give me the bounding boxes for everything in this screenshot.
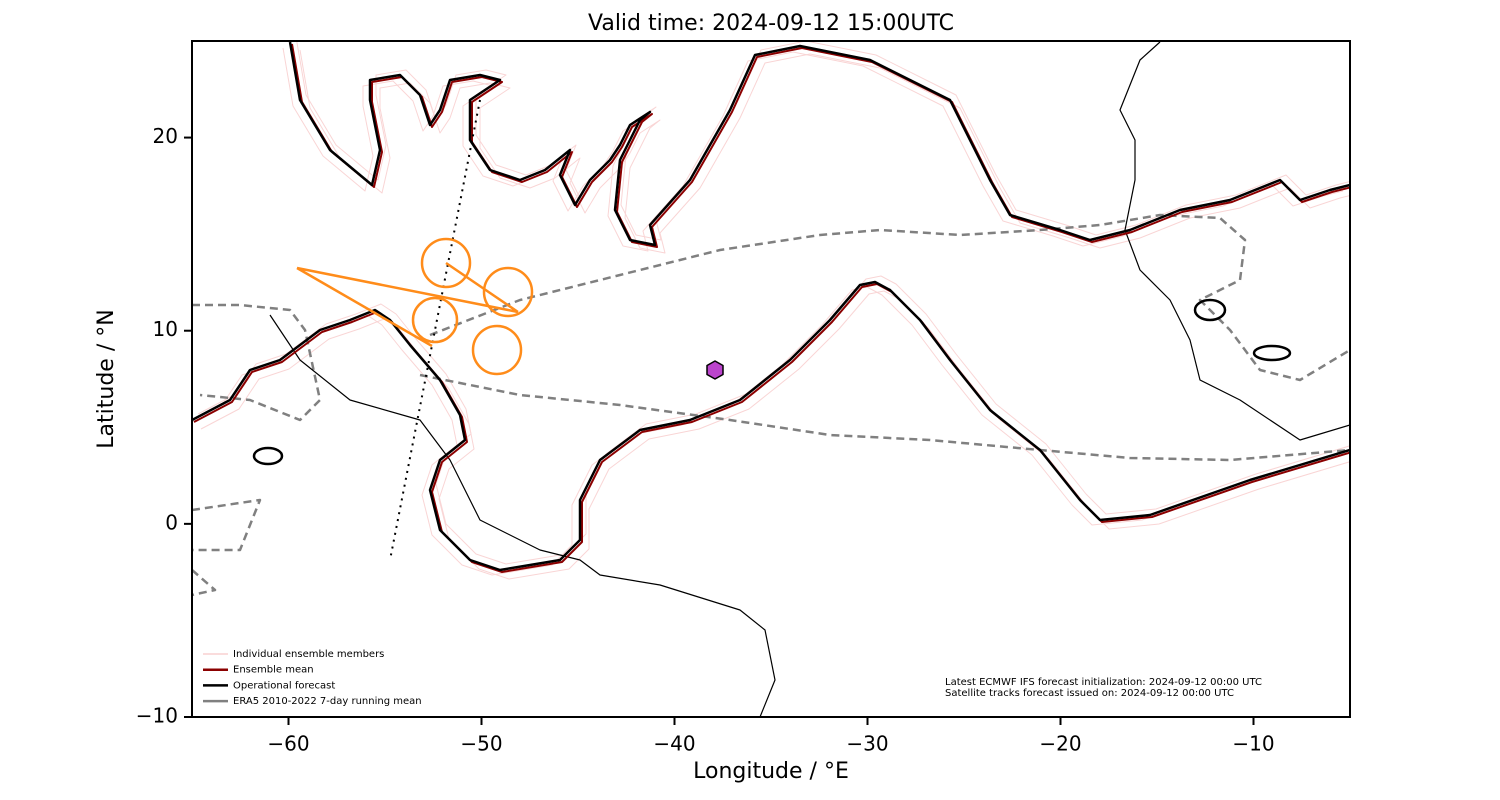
y-tick-label: −10 bbox=[136, 704, 178, 728]
y-tick-label: 20 bbox=[153, 124, 178, 148]
legend-label: ERA5 2010-2022 7-day running mean bbox=[233, 696, 422, 707]
flight-circle bbox=[471, 324, 523, 376]
station-marker bbox=[706, 360, 724, 380]
y-tick-label: 10 bbox=[153, 317, 178, 341]
coastlines bbox=[269, 41, 1350, 717]
contour-island bbox=[1252, 344, 1292, 362]
ensemble-members bbox=[192, 41, 1350, 580]
flight-circle bbox=[482, 266, 534, 318]
x-tick-label: −20 bbox=[1039, 732, 1081, 756]
chart-title: Valid time: 2024-09-12 15:00UTC bbox=[588, 11, 954, 36]
x-tick-label: −10 bbox=[1232, 732, 1274, 756]
x-axis-label: Longitude / °E bbox=[693, 759, 849, 784]
flight-circle bbox=[411, 296, 459, 344]
annotation: Satellite tracks forecast issued on: 202… bbox=[945, 688, 1234, 699]
annotation: Latest ECMWF IFS forecast initialization… bbox=[945, 677, 1262, 688]
legend-label: Individual ensemble members bbox=[233, 649, 384, 660]
legend-label: Ensemble mean bbox=[233, 665, 314, 676]
y-axis-label: Latitude / °N bbox=[94, 309, 119, 448]
x-tick-label: −30 bbox=[846, 732, 888, 756]
flight-leg bbox=[296, 261, 519, 348]
x-tick-label: −50 bbox=[460, 732, 502, 756]
x-tick-label: −40 bbox=[653, 732, 695, 756]
map-layer bbox=[192, 41, 1350, 717]
x-tick-label: −60 bbox=[267, 732, 309, 756]
satellite-track bbox=[389, 99, 481, 561]
era5-contour bbox=[192, 303, 322, 597]
coastline bbox=[1119, 41, 1350, 441]
era5-contour bbox=[419, 373, 1350, 462]
era5-mean bbox=[192, 213, 1350, 597]
coastline bbox=[269, 314, 776, 717]
flight-circle bbox=[420, 237, 472, 289]
flight-track bbox=[296, 237, 534, 376]
contour-island bbox=[1193, 298, 1227, 322]
era5-contour bbox=[429, 213, 1350, 382]
ensemble-contour bbox=[289, 41, 1350, 246]
y-tick-label: 0 bbox=[165, 510, 178, 534]
operational-forecast bbox=[192, 41, 1350, 572]
legend-label: Operational forecast bbox=[233, 680, 335, 691]
contour-island bbox=[252, 446, 284, 466]
plot-frame bbox=[191, 40, 1351, 718]
